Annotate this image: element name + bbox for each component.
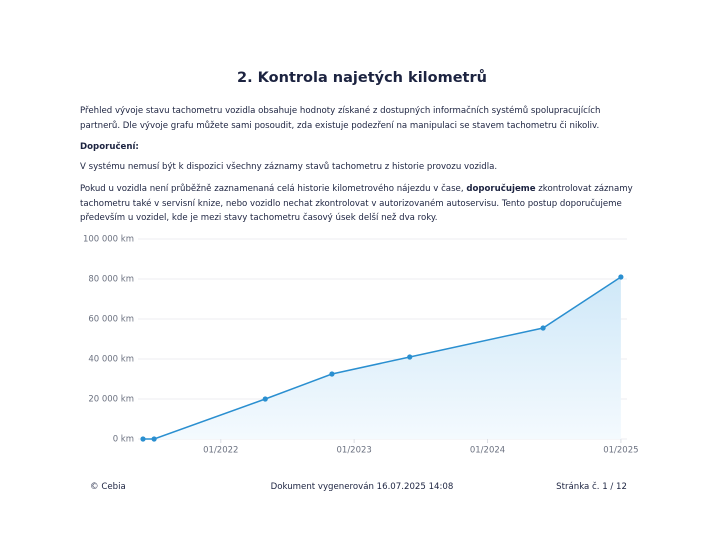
intro: Přehled vývoje stavu tachometru vozidla … [80,106,604,131]
point [540,325,546,331]
advice-text: zkontrolovat záznamy tachometru také v s… [80,184,636,223]
advice-text: Pokud u vozidla není průběžně zaznamenan… [80,184,467,194]
point [140,436,146,442]
x-tick-label: 01/2024 [470,446,505,456]
point [151,436,157,442]
y-tick-label: 0 km [113,435,134,445]
y-tick-label: 40 000 km [88,355,134,365]
chart: 0 km 20 000 km 40 000 km 60 000 km 80 000 km… [83,235,639,456]
footer-left: © Cebia [90,482,126,492]
title: 2. Kontrola najetých kilometrů [237,70,487,86]
point [618,274,624,280]
footer-center: Dokument vygenerován 16.07.2025 14:08 [270,482,454,492]
heading: Doporučení: [80,142,139,152]
y-tick-label: 100 000 km [83,235,134,245]
y-tick-label: 20 000 km [88,395,134,405]
y-tick-label: 80 000 km [88,275,134,285]
note: V systému nemusí být k dispozici všechny… [80,162,498,172]
advice: Pokud u vozidla není průběžně zaznamenan… [80,182,640,226]
point [262,396,268,402]
point [329,371,335,377]
y-tick-label: 60 000 km [88,315,134,325]
x-tick-label: 01/2025 [603,446,638,456]
area [143,277,621,439]
x-tick-label: 01/2023 [337,446,372,456]
x-tick-label: 01/2022 [203,446,238,456]
footer-right: Stránka č. 1 / 12 [556,482,627,492]
advice-bold: doporučujeme [466,184,536,194]
point [407,354,413,360]
